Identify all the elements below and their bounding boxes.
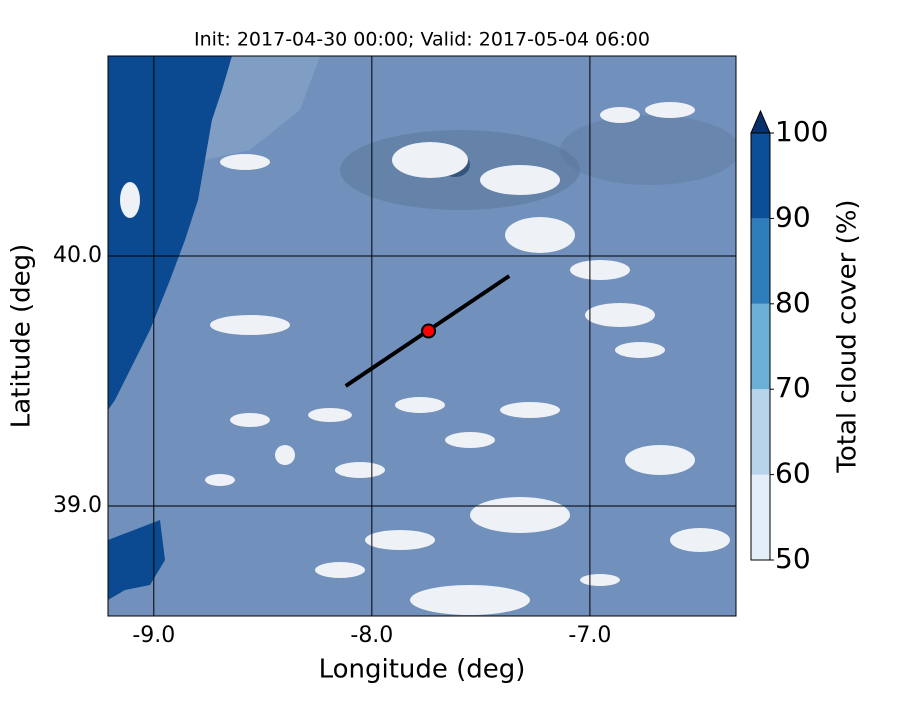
colorbar-label: Total cloud cover (%) — [833, 199, 863, 473]
colorbar-tick-label: 100 — [775, 115, 828, 148]
x-tick-label: -9.0 — [132, 623, 175, 648]
colorbar-level — [751, 303, 770, 390]
colorbar-tick-label: 70 — [775, 371, 811, 404]
colorbar-frame — [750, 132, 771, 561]
y-tick-label: 40.0 — [53, 243, 102, 268]
map-frame — [107, 55, 737, 617]
colorbar-extend — [750, 109, 771, 134]
colorbar-level — [751, 389, 770, 475]
colorbar-level — [751, 218, 770, 304]
location-point — [421, 323, 437, 339]
colorbar-tick-label: 60 — [775, 457, 811, 490]
x-tick-label: -7.0 — [568, 623, 611, 648]
y-axis-label: Latitude (deg) — [7, 244, 37, 429]
colorbar-tick-label: 80 — [775, 286, 811, 319]
colorbar-tick-label: 50 — [775, 542, 811, 575]
colorbar-level — [751, 133, 770, 219]
chart-title: Init: 2017-04-30 00:00; Valid: 2017-05-0… — [194, 29, 650, 51]
y-tick-label: 39.0 — [53, 493, 102, 518]
x-tick-label: -8.0 — [350, 623, 393, 648]
colorbar-tick-label: 90 — [775, 200, 811, 233]
x-axis-label: Longitude (deg) — [319, 655, 526, 685]
colorbar-level — [751, 474, 770, 560]
map-background — [108, 56, 736, 616]
